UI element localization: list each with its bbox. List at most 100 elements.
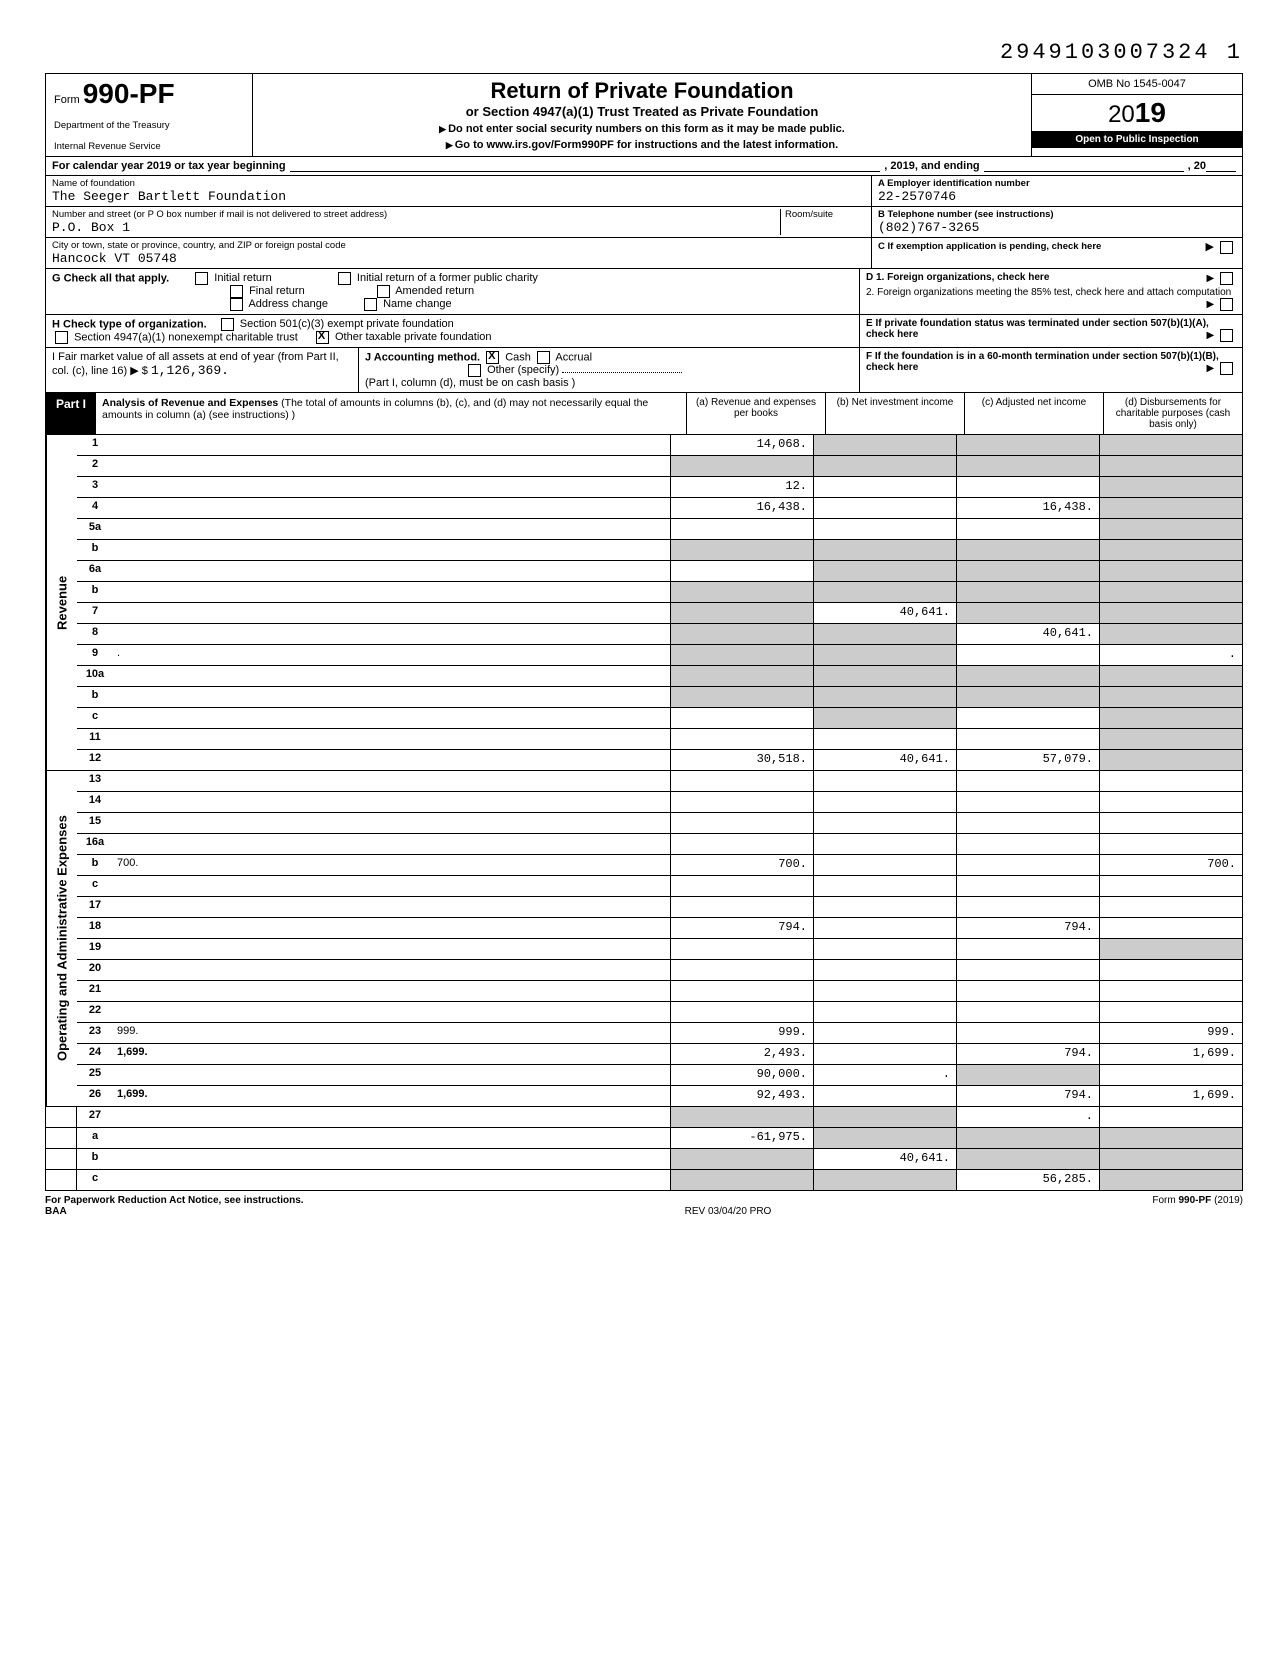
amount-col-c	[956, 645, 1099, 665]
table-row: c56,285.	[45, 1170, 1243, 1191]
cal-blank1[interactable]	[290, 160, 881, 172]
line-desc	[113, 897, 670, 917]
amount-col-a	[670, 624, 813, 644]
line-number: 14	[77, 792, 113, 812]
amount-col-d	[1099, 624, 1242, 644]
instr-ssn: Do not enter social security numbers on …	[261, 123, 1023, 135]
line-number: 20	[77, 960, 113, 980]
amount-col-b	[813, 729, 956, 749]
d2-checkbox[interactable]	[1220, 298, 1233, 311]
header-center: Return of Private Foundation or Section …	[253, 74, 1032, 156]
table-row: 2590,000..	[77, 1065, 1242, 1086]
line-number: a	[77, 1128, 113, 1148]
line-desc	[113, 1128, 670, 1148]
amount-col-a	[670, 645, 813, 665]
h-501c3-checkbox[interactable]	[221, 318, 234, 331]
j-other-checkbox[interactable]	[468, 364, 481, 377]
table-row: 21	[77, 981, 1242, 1002]
line-desc: 1,699.	[113, 1086, 670, 1106]
amount-col-a	[670, 1107, 813, 1127]
line-desc	[113, 582, 670, 602]
line-desc	[113, 498, 670, 518]
amount-col-d	[1099, 1149, 1242, 1169]
section-h: H Check type of organization. Section 50…	[46, 315, 859, 347]
line-number: c	[77, 1170, 113, 1190]
h-4947-checkbox[interactable]	[55, 331, 68, 344]
amount-col-a	[670, 540, 813, 560]
line-number: b	[77, 1149, 113, 1169]
cal-blank2[interactable]	[984, 160, 1184, 172]
amount-col-b	[813, 1002, 956, 1022]
g-name-checkbox[interactable]	[364, 298, 377, 311]
g-address-checkbox[interactable]	[230, 298, 243, 311]
table-row: b	[77, 582, 1242, 603]
cal-blank3[interactable]	[1206, 160, 1236, 172]
amount-col-b	[813, 477, 956, 497]
amount-col-c	[956, 771, 1099, 791]
j-cash-checkbox[interactable]	[486, 351, 499, 364]
table-row: b	[77, 687, 1242, 708]
line-desc	[113, 624, 670, 644]
ein-value: 22-2570746	[878, 189, 1236, 204]
h-other-checkbox[interactable]	[316, 331, 329, 344]
identity-right: A Employer identification number 22-2570…	[871, 176, 1242, 268]
h-label: H Check type of organization.	[52, 318, 207, 330]
amount-col-d	[1099, 435, 1242, 455]
e-checkbox[interactable]	[1220, 329, 1233, 342]
line-desc	[113, 960, 670, 980]
d1-label: D 1. Foreign organizations, check here	[866, 272, 1049, 283]
f-label: F If the foundation is in a 60-month ter…	[866, 351, 1219, 373]
amount-col-b	[813, 519, 956, 539]
g-name: Name change	[383, 298, 452, 310]
amount-col-c: .	[956, 1107, 1099, 1127]
g-initial-checkbox[interactable]	[195, 272, 208, 285]
cal-mid: , 2019, and ending	[884, 160, 979, 172]
amount-col-b	[813, 981, 956, 1001]
exemption-checkbox[interactable]	[1220, 241, 1233, 254]
amount-col-a: 12.	[670, 477, 813, 497]
revenue-side-label: Revenue	[46, 435, 77, 770]
d1-checkbox[interactable]	[1220, 272, 1233, 285]
g-address: Address change	[248, 298, 328, 310]
line-desc	[113, 813, 670, 833]
amount-col-d: 700.	[1099, 855, 1242, 875]
amount-col-c: 794.	[956, 1086, 1099, 1106]
amount-col-c	[956, 834, 1099, 854]
h-other: Other taxable private foundation	[335, 331, 492, 343]
amount-col-a: 90,000.	[670, 1065, 813, 1085]
amount-col-d: 1,699.	[1099, 1044, 1242, 1064]
table-row: 23999.999.999.	[77, 1023, 1242, 1044]
city-section: City or town, state or province, country…	[46, 238, 871, 268]
g-amended-checkbox[interactable]	[377, 285, 390, 298]
foundation-city: Hancock VT 05748	[52, 251, 865, 266]
amount-col-a	[670, 519, 813, 539]
amount-col-b	[813, 456, 956, 476]
amount-col-d	[1099, 918, 1242, 938]
table-row: 10a	[77, 666, 1242, 687]
part1-header: Part I Analysis of Revenue and Expenses …	[45, 393, 1243, 435]
amount-col-c	[956, 603, 1099, 623]
amount-col-c	[956, 1023, 1099, 1043]
identity-left: Name of foundation The Seeger Bartlett F…	[46, 176, 871, 268]
name-section: Name of foundation The Seeger Bartlett F…	[46, 176, 871, 207]
line-number: 16a	[77, 834, 113, 854]
g-initial-public-checkbox[interactable]	[338, 272, 351, 285]
section-f: F If the foundation is in a 60-month ter…	[860, 348, 1242, 392]
table-row: c	[77, 708, 1242, 729]
f-checkbox[interactable]	[1220, 362, 1233, 375]
line-desc	[113, 729, 670, 749]
amount-col-b	[813, 498, 956, 518]
line-number: 21	[77, 981, 113, 1001]
amount-col-b	[813, 855, 956, 875]
amount-col-c: 57,079.	[956, 750, 1099, 770]
line-number: 19	[77, 939, 113, 959]
j-accrual-checkbox[interactable]	[537, 351, 550, 364]
table-row: a-61,975.	[45, 1128, 1243, 1149]
line-desc	[113, 1170, 670, 1190]
g-final-checkbox[interactable]	[230, 285, 243, 298]
j-other-blank[interactable]	[562, 372, 682, 373]
spacer	[46, 1128, 77, 1148]
revenue-section: Revenue 114,068.2312.416,438.16,438.5ab6…	[45, 435, 1243, 771]
amount-col-b: 40,641.	[813, 750, 956, 770]
amount-col-a	[670, 582, 813, 602]
